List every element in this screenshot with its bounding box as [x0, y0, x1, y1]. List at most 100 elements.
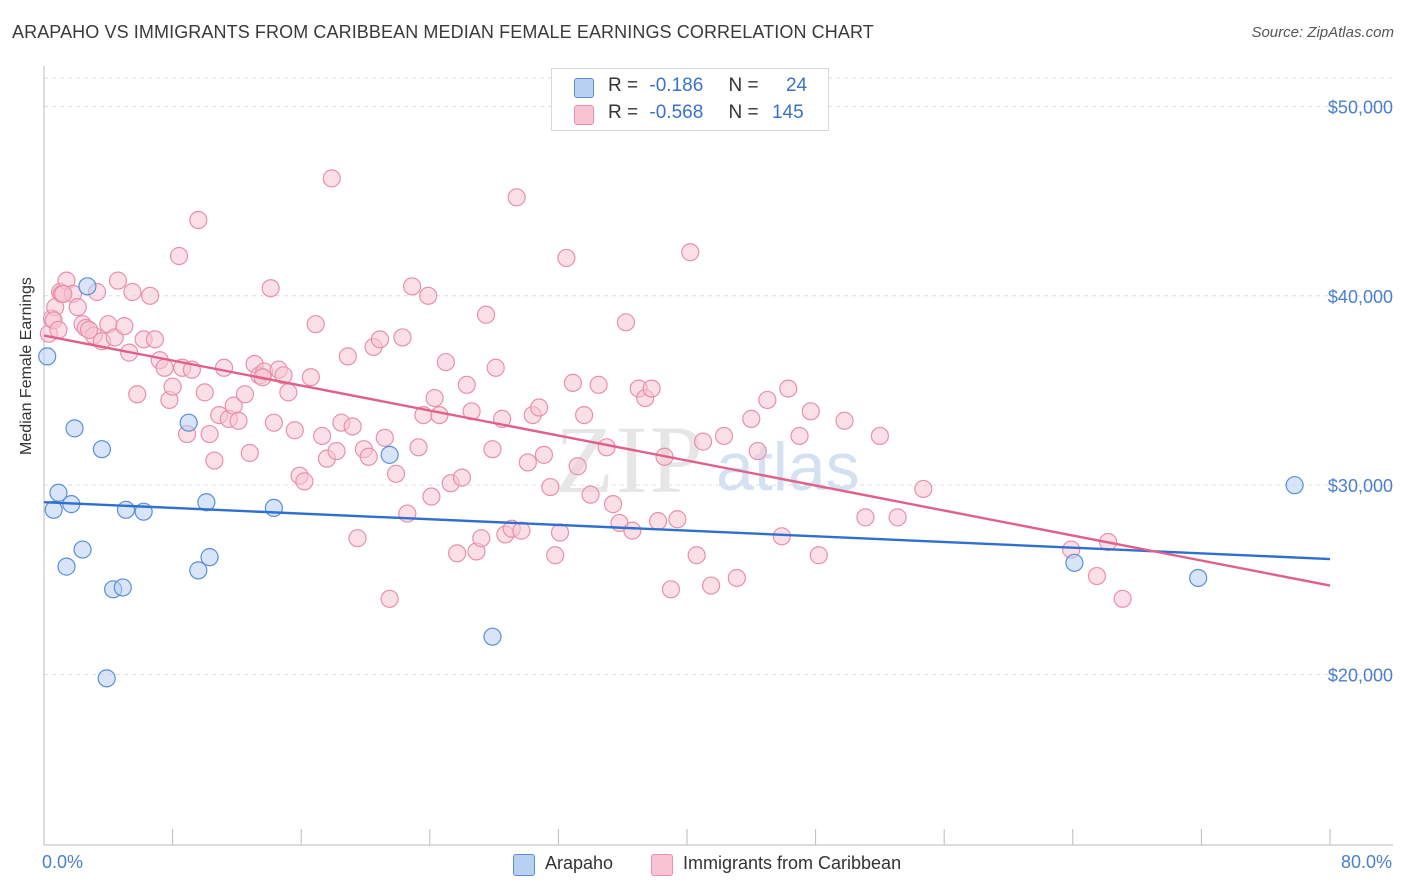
- legend-label-arapaho: Arapaho: [545, 853, 614, 873]
- arapaho-point: [92, 440, 111, 459]
- caribbean-point: [327, 441, 346, 461]
- caribbean-point: [534, 445, 554, 464]
- legend-n-value: 24: [785, 75, 808, 96]
- caribbean-point: [436, 352, 455, 372]
- legend-r-label: R =: [608, 102, 639, 123]
- x-tick-label-max: 80.0%: [1340, 852, 1392, 872]
- caribbean-point: [563, 373, 582, 393]
- caribbean-point: [568, 457, 587, 476]
- y-tick-label: $30,000: [1328, 476, 1393, 496]
- caribbean-point: [205, 451, 224, 470]
- legend-label-caribbean: Immigrants from Caribbean: [683, 853, 902, 873]
- watermark: ZIP atlas: [555, 406, 860, 513]
- caribbean-point: [370, 330, 390, 349]
- arapaho-point: [65, 419, 84, 438]
- caribbean-point: [163, 377, 182, 396]
- arapaho-point: [97, 669, 116, 688]
- caribbean-point: [687, 546, 706, 565]
- caribbean-swatch: [574, 105, 594, 125]
- caribbean-point: [779, 379, 798, 398]
- caribbean-point: [348, 529, 367, 548]
- caribbean-point: [155, 358, 174, 377]
- stats-legend: R = -0.186 N = 24 R = -0.568 N = 145: [551, 68, 829, 131]
- arapaho-point: [1065, 553, 1084, 572]
- caribbean-point: [1087, 566, 1107, 586]
- legend-n-label: N =: [728, 75, 759, 96]
- chart-title: ARAPAHO VS IMMIGRANTS FROM CARIBBEAN MED…: [12, 22, 874, 42]
- caribbean-point: [476, 305, 496, 324]
- arapaho-point: [483, 627, 502, 646]
- legend-n-value: 145: [771, 102, 804, 123]
- caribbean-point: [195, 383, 214, 402]
- caribbean-point: [306, 315, 325, 334]
- arapaho-point: [113, 578, 132, 597]
- caribbean-swatch: [651, 854, 673, 876]
- caribbean-point: [642, 379, 661, 398]
- y-tick-label: $20,000: [1328, 666, 1393, 686]
- caribbean-point: [425, 388, 444, 408]
- caribbean-point: [409, 438, 428, 457]
- caribbean-point: [430, 406, 449, 425]
- caribbean-point: [279, 383, 298, 402]
- caribbean-point: [809, 546, 828, 565]
- arapaho-point: [57, 557, 76, 576]
- arapaho-point: [264, 498, 283, 517]
- caribbean-point: [702, 576, 721, 595]
- caribbean-point: [295, 472, 314, 491]
- trend-lines: [43, 334, 1331, 587]
- data-points: [38, 169, 1304, 688]
- caribbean-point: [1113, 589, 1132, 608]
- caribbean-point: [581, 485, 600, 504]
- caribbean-point: [386, 464, 406, 483]
- caribbean-point: [623, 521, 642, 540]
- caribbean-point: [68, 298, 87, 317]
- caribbean-point: [343, 417, 362, 436]
- caribbean-point: [145, 330, 165, 349]
- arapaho-point: [1285, 476, 1304, 495]
- caribbean-point: [914, 479, 933, 499]
- caribbean-point: [472, 529, 491, 548]
- caribbean-point: [790, 426, 809, 446]
- caribbean-point: [448, 544, 467, 563]
- arapaho-point: [380, 445, 399, 464]
- caribbean-point: [240, 443, 259, 463]
- arapaho-point: [189, 561, 208, 580]
- caribbean-point: [693, 432, 713, 451]
- legend-r-label: R =: [608, 75, 639, 96]
- caribbean-point: [530, 398, 549, 417]
- caribbean-point: [393, 328, 412, 347]
- y-tick-labels: $20,000 $30,000 $40,000 $50,000: [1328, 97, 1393, 685]
- caribbean-point: [200, 424, 219, 444]
- arapaho-point: [49, 483, 68, 502]
- arapaho-swatch: [513, 854, 535, 876]
- caribbean-point: [486, 358, 505, 377]
- caribbean-point: [681, 243, 700, 262]
- arapaho-point: [44, 500, 63, 519]
- y-tick-label: $40,000: [1328, 287, 1393, 307]
- caribbean-point: [312, 426, 332, 446]
- x-tick-label-min: 0.0%: [42, 852, 84, 872]
- caribbean-point: [483, 440, 502, 459]
- caribbean-point: [419, 286, 438, 305]
- caribbean-point: [375, 428, 394, 447]
- caribbean-point: [835, 411, 854, 430]
- caribbean-point: [49, 320, 68, 339]
- y-tick-label: $50,000: [1328, 97, 1393, 117]
- caribbean-point: [189, 210, 208, 230]
- caribbean-point: [285, 421, 304, 440]
- watermark-atlas: atlas: [716, 429, 860, 505]
- caribbean-trend-line: [43, 334, 1331, 587]
- caribbean-point: [546, 546, 565, 565]
- caribbean-point: [714, 426, 734, 446]
- arapaho-point: [38, 347, 57, 366]
- caribbean-point: [772, 527, 791, 546]
- source-note: Source: ZipAtlas.com: [1251, 24, 1394, 41]
- arapaho-point: [179, 413, 198, 432]
- caribbean-point: [422, 487, 441, 506]
- caribbean-point: [668, 510, 687, 529]
- arapaho-point: [73, 540, 92, 559]
- caribbean-point: [359, 447, 378, 466]
- caribbean-point: [264, 413, 283, 432]
- caribbean-point: [727, 568, 746, 588]
- arapaho-point: [200, 548, 219, 567]
